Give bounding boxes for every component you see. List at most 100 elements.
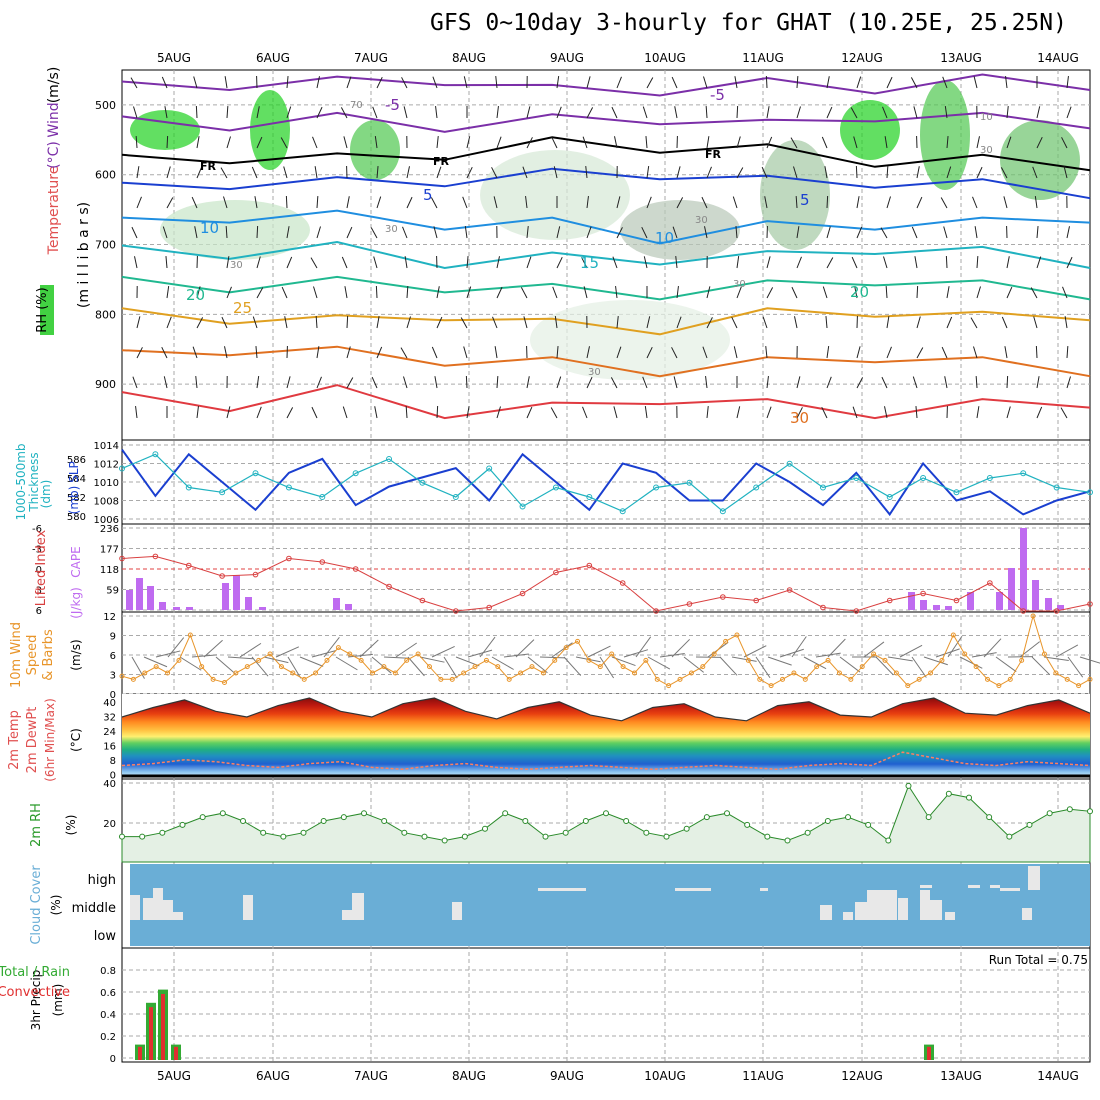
wind-barb bbox=[762, 316, 768, 329]
top-date-label: 8AUG bbox=[452, 51, 486, 65]
wind-barb bbox=[525, 196, 528, 209]
wind-barb bbox=[372, 106, 378, 119]
wind10-barb bbox=[755, 656, 771, 679]
wind-barb bbox=[854, 286, 858, 299]
wind10-point bbox=[563, 645, 569, 651]
cloud-bar bbox=[843, 912, 853, 920]
wind-barb bbox=[436, 166, 442, 179]
wind10-barb bbox=[191, 654, 217, 658]
cape-bar bbox=[1057, 605, 1064, 610]
wind10-point bbox=[552, 657, 558, 663]
wind-barb bbox=[316, 346, 320, 359]
wind-barb bbox=[162, 226, 168, 239]
cape-tick-label: 118 bbox=[100, 565, 119, 576]
wind-barb bbox=[223, 196, 228, 209]
wind-barb bbox=[256, 136, 263, 149]
axis-text: 5AUG 5AUG 6AUG 6AUG 7AUG 7AUG 8AUG 8AUG 9AUG 9AUG… bbox=[0, 51, 1088, 1083]
li-tick-label: -6 bbox=[32, 524, 42, 535]
wind-barb bbox=[945, 255, 948, 269]
wind-barb bbox=[826, 257, 834, 269]
wind-barb bbox=[340, 107, 348, 119]
wind-barb bbox=[1036, 376, 1040, 389]
wind-barb bbox=[586, 226, 592, 239]
wind10-barb bbox=[299, 656, 324, 667]
lifted-index-point bbox=[653, 608, 659, 614]
wind-barb bbox=[496, 256, 500, 269]
wind-barb bbox=[1034, 196, 1038, 209]
wind-barb bbox=[946, 136, 949, 149]
isotherm-label: -5 bbox=[710, 86, 725, 104]
wind-barb bbox=[436, 316, 443, 329]
bottom-date-label: 5AUG bbox=[157, 1069, 191, 1083]
wind-barb bbox=[581, 257, 588, 269]
wind-barb bbox=[973, 76, 978, 89]
bottom-date-label: 8AUG bbox=[452, 1069, 486, 1083]
wind10-barb bbox=[539, 656, 566, 659]
isotherm-label: FR bbox=[433, 155, 450, 168]
wind-barb bbox=[942, 76, 948, 89]
wind-barb bbox=[1064, 316, 1068, 329]
wind10-barb bbox=[1043, 656, 1069, 661]
wind-barb bbox=[406, 166, 410, 179]
lifted-index-point bbox=[753, 597, 760, 604]
wind-barb bbox=[940, 197, 948, 209]
wind-barb bbox=[496, 406, 501, 419]
isotherm-line bbox=[121, 136, 1091, 172]
cloud-bar bbox=[968, 885, 980, 888]
wind-barb bbox=[403, 376, 408, 389]
wind-barb bbox=[616, 346, 622, 359]
wind-barb bbox=[976, 255, 979, 269]
wind-barb bbox=[912, 376, 918, 389]
isotherm-line bbox=[121, 111, 1091, 133]
wind-barb bbox=[463, 346, 468, 359]
wind10-barb bbox=[383, 656, 409, 659]
wind-barb bbox=[196, 406, 199, 419]
wind-barb bbox=[1005, 76, 1008, 89]
isotherm-label: -5 bbox=[385, 96, 400, 114]
wind-barb bbox=[522, 166, 528, 179]
wind-barb bbox=[464, 226, 468, 239]
cape-bar bbox=[996, 592, 1003, 610]
wind-barb bbox=[826, 346, 830, 359]
rh2m-point bbox=[1026, 821, 1033, 828]
cloud-bar bbox=[1028, 866, 1040, 890]
wind-barb bbox=[523, 316, 528, 329]
wind-barb bbox=[1036, 406, 1043, 419]
wind-barb bbox=[853, 136, 858, 149]
thickness-point bbox=[552, 484, 559, 491]
wind10-barb bbox=[359, 639, 379, 658]
cloud-bar bbox=[990, 885, 1000, 888]
temperature-axis-title: Temperature bbox=[46, 166, 62, 256]
wind10-barb bbox=[179, 656, 202, 671]
thickness-point bbox=[252, 470, 259, 477]
wind-barb bbox=[166, 135, 169, 149]
isotherm-label: 5 bbox=[800, 191, 810, 209]
wind-barb bbox=[376, 76, 383, 89]
wind-barb bbox=[913, 106, 918, 119]
wind-barb bbox=[976, 286, 981, 299]
lifted-index-point bbox=[419, 597, 426, 604]
thickness-tick-label: 582 bbox=[67, 493, 86, 504]
wind10-point bbox=[267, 651, 273, 657]
lifted-index-point bbox=[786, 587, 793, 593]
wind-barb bbox=[766, 256, 771, 269]
thickness-point bbox=[619, 508, 626, 515]
wind-barb bbox=[642, 106, 648, 119]
wind-barb bbox=[586, 376, 593, 389]
wind-barb bbox=[733, 346, 738, 359]
wind-barb bbox=[1066, 76, 1069, 89]
wind-barb bbox=[436, 136, 439, 149]
cape-bar bbox=[126, 590, 133, 610]
cloud-axis-title: Cloud Cover bbox=[29, 865, 44, 945]
wind10-point bbox=[871, 651, 877, 657]
wind-barb bbox=[344, 286, 348, 299]
wind10-barb bbox=[227, 656, 253, 660]
wind10-barb bbox=[743, 645, 767, 658]
wind-barb bbox=[646, 346, 653, 359]
rh-contour-label: 30 bbox=[980, 145, 993, 156]
wind10-point bbox=[631, 670, 637, 676]
wind10-barb bbox=[815, 652, 841, 658]
temp2m-axis-title: 2m Temp bbox=[7, 710, 22, 770]
wind10-point bbox=[290, 670, 296, 676]
precip-convective-bar bbox=[138, 1046, 142, 1060]
